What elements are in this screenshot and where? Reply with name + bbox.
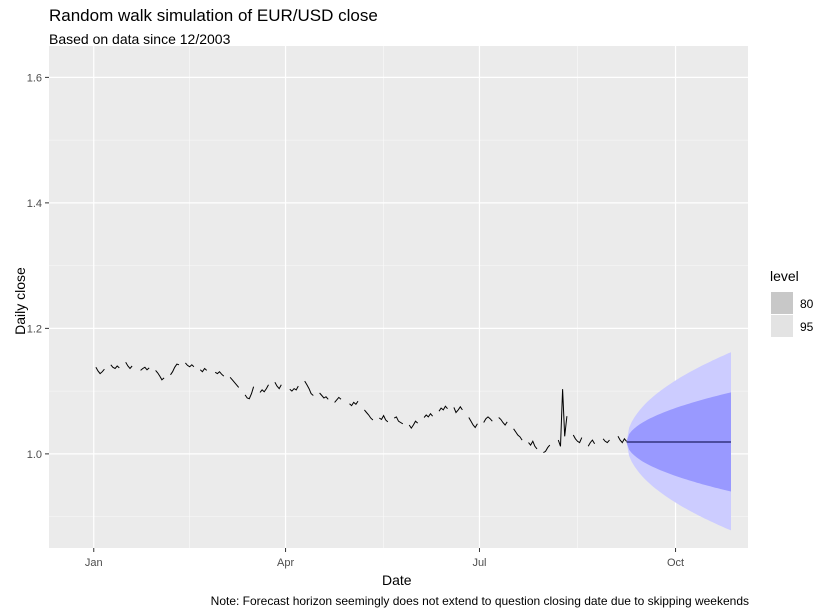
x-tick-label: Oct — [667, 557, 684, 569]
series-line-segment — [229, 376, 240, 388]
legend-label-95: 95 — [800, 320, 814, 334]
series-line-segment — [274, 382, 282, 390]
chart-subtitle: Based on data since 12/2003 — [49, 31, 231, 47]
chart-title: Random walk simulation of EUR/USD close — [49, 6, 378, 25]
series-line-segment — [408, 420, 419, 429]
y-axis-label: Daily close — [12, 267, 28, 335]
series-line-segment — [602, 438, 610, 444]
series-line-segment — [244, 386, 255, 400]
chart-caption: Note: Forecast horizon seemingly does no… — [210, 594, 749, 608]
series-line-segment — [468, 417, 478, 429]
series-line-segment — [572, 434, 583, 444]
series-line-segment — [155, 370, 165, 381]
series-line-segment — [304, 380, 314, 396]
series-line-segment — [349, 400, 359, 407]
series-line-segment — [543, 444, 551, 454]
y-tick-label: 1.0 — [27, 449, 42, 461]
series-line-segment — [587, 439, 596, 447]
x-axis-label: Date — [382, 572, 412, 588]
legend-key-95 — [771, 315, 793, 337]
series-line-segment — [438, 405, 448, 412]
series-line-segment — [289, 385, 299, 392]
series-line-segment — [393, 416, 404, 425]
legend-label-80: 80 — [800, 297, 814, 311]
series-line-segment — [199, 367, 208, 373]
series-line-segment — [259, 384, 269, 393]
series-line-segment — [483, 416, 493, 423]
legend-key-80 — [771, 292, 793, 314]
series-line-segment — [513, 428, 523, 441]
series-line-segment — [453, 405, 463, 414]
legend-title: level — [770, 268, 799, 284]
series-line-segment — [319, 392, 329, 400]
series-line-segment — [617, 436, 627, 444]
series-line-segment — [125, 362, 133, 370]
series-line-segment — [140, 366, 150, 371]
series-line-segment — [498, 417, 508, 426]
series-line-segment — [528, 440, 538, 450]
series-line-segment — [214, 370, 225, 377]
series-line-segment — [170, 363, 180, 376]
panel-background — [49, 46, 748, 548]
series-line-segment — [110, 364, 120, 370]
series-line-segment — [557, 389, 568, 447]
y-tick-label: 1.6 — [27, 72, 42, 84]
y-tick-label: 1.4 — [27, 198, 42, 210]
series-line-segment — [379, 414, 389, 423]
series-line-segment — [185, 362, 195, 368]
series-line-segment — [95, 367, 105, 375]
x-tick-label: Apr — [277, 557, 294, 569]
y-tick-label: 1.2 — [27, 323, 42, 335]
series-line-segment — [423, 412, 433, 418]
series-line-segment — [334, 396, 342, 403]
series-line-segment — [364, 409, 374, 421]
x-tick-label: Jan — [85, 557, 103, 569]
x-tick-label: Jul — [472, 557, 486, 569]
